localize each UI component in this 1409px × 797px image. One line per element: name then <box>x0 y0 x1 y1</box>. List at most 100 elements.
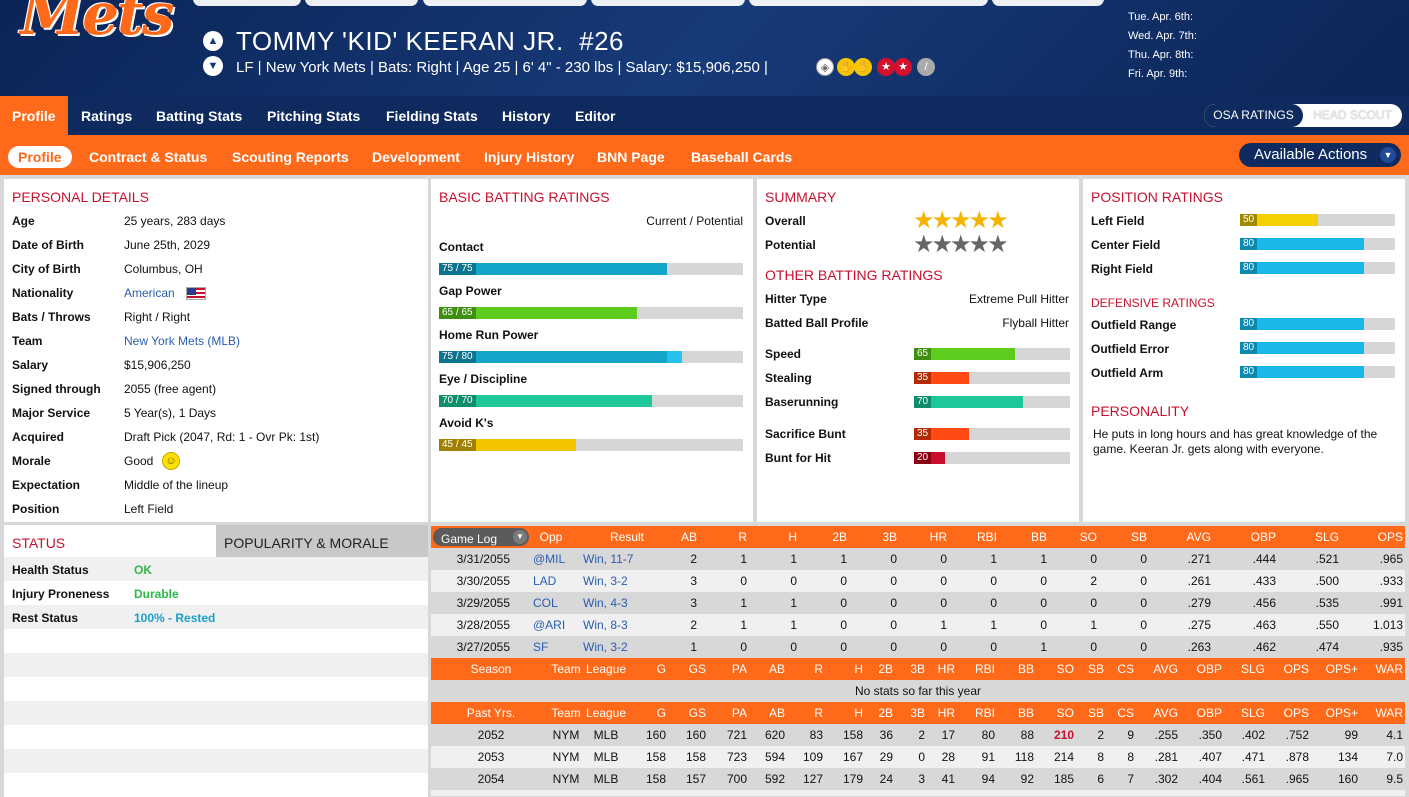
tab-fielding-stats[interactable]: Fielding Stats <box>386 108 478 124</box>
batting-rating-bar: 70 / 70 <box>439 395 743 407</box>
past-stats-row <box>431 790 1405 796</box>
past-stats-cell: 592 <box>764 772 785 786</box>
tab-history[interactable]: History <box>502 108 551 124</box>
game-log-cell: 0 <box>940 574 947 588</box>
batting-rating-label: Avoid K's <box>439 416 494 430</box>
osa-ratings-toggle[interactable]: OSA RATINGS <box>1204 104 1303 127</box>
subtab-baseball-cards[interactable]: Baseball Cards <box>691 149 793 165</box>
current-potential-label: Current / Potential <box>646 214 743 228</box>
subtab-profile[interactable]: Profile <box>8 146 72 168</box>
game-log-link[interactable]: SF <box>533 640 549 654</box>
past-stats-cell: 157 <box>685 772 706 786</box>
top-nav-pill[interactable] <box>992 0 1104 6</box>
game-log-cell: 0 <box>940 596 947 610</box>
past-stats-cell: 160 <box>1337 772 1358 786</box>
past-stats-cell: 210 <box>1053 728 1074 742</box>
defensive-ratings-title: DEFENSIVE RATINGS <box>1091 296 1215 310</box>
rating-bar-fill <box>1240 342 1364 354</box>
subtab-development[interactable]: Development <box>372 149 460 165</box>
other-rating-label: Batted Ball Profile <box>765 316 869 330</box>
top-nav-pill[interactable] <box>749 0 988 6</box>
rating-bar-fill <box>1240 366 1364 378</box>
game-log-link[interactable]: COL <box>533 596 558 610</box>
subtab-injury-history[interactable]: Injury History <box>484 149 575 165</box>
game-log-column-header: OPS <box>1377 530 1403 544</box>
detail-value[interactable]: New York Mets (MLB) <box>124 334 241 348</box>
past-stats-header: Past Yrs. Team League G GS PA AB R H 2B 3B HR RBI BB S… <box>431 702 1405 724</box>
position-label: Right Field <box>1091 262 1153 276</box>
rating-bar-value: 65 <box>914 348 932 360</box>
top-nav-pill[interactable] <box>305 0 418 6</box>
game-log-link[interactable]: Win, 4-3 <box>583 596 628 610</box>
past-stats-cell: .752 <box>1285 728 1309 742</box>
game-log-row: 3/28/2055 @ARI Win, 8-3 2 1 1 0 0 1 1 0 1 0 .275 .463.… <box>431 614 1405 636</box>
glove-badge-icon: ✋ <box>837 58 855 76</box>
tab-batting-stats[interactable]: Batting Stats <box>156 108 243 124</box>
past-stats-cell: 158 <box>645 772 666 786</box>
rating-bar-value: 45 / 45 <box>439 439 476 451</box>
rating-bar-fill <box>1240 318 1364 330</box>
position-label: Left Field <box>1091 214 1145 228</box>
past-stats-cell: 2052 <box>477 728 505 742</box>
game-log-header: Game Log ▼ Opp Result AB R H 2B 3B HR RBI BB SO SB AVG… <box>431 526 1405 548</box>
game-log-cell: 3 <box>690 574 697 588</box>
top-nav-pill[interactable] <box>423 0 587 6</box>
detail-value: 2055 (free agent) <box>124 382 217 396</box>
tab-pitching-stats[interactable]: Pitching Stats <box>267 108 361 124</box>
status-title[interactable]: STATUS <box>12 535 66 551</box>
top-nav-pill[interactable] <box>591 0 745 6</box>
game-log-link[interactable]: Win, 8-3 <box>583 618 628 632</box>
detail-label: Expectation <box>12 478 81 492</box>
available-actions-dropdown[interactable]: Available Actions ▼ <box>1239 143 1401 167</box>
stats-column-header: 3B <box>910 706 925 720</box>
past-stats-cell: .281 <box>1154 750 1178 764</box>
popularity-morale-tab[interactable] <box>216 525 428 557</box>
tab-editor[interactable]: Editor <box>575 108 616 124</box>
rating-bar-value: 70 / 70 <box>439 395 476 407</box>
game-log-link[interactable]: @ARI <box>533 618 566 632</box>
stats-column-header: OPS <box>1283 662 1309 676</box>
past-stats-cell: 28 <box>941 750 955 764</box>
game-log-select[interactable]: Game Log ▼ <box>433 528 529 546</box>
past-stats-cell: 160 <box>685 728 706 742</box>
position-rating-bar: 50 <box>1240 214 1395 226</box>
game-log-link[interactable]: Win, 3-2 <box>583 640 628 654</box>
game-log-cell: 1 <box>1040 552 1047 566</box>
personality-text: He puts in long hours and has great know… <box>1093 427 1378 456</box>
next-player-button[interactable]: ▼ <box>203 56 223 76</box>
rating-bar-value: 65 / 65 <box>439 307 476 319</box>
star-badge-icon: ★ <box>894 58 912 76</box>
previous-player-button[interactable]: ▲ <box>203 31 223 51</box>
game-log-column-header: HR <box>929 530 947 544</box>
game-log-link[interactable]: @MIL <box>533 552 566 566</box>
game-log-cell: .991 <box>1379 596 1403 610</box>
tab-ratings[interactable]: Ratings <box>81 108 133 124</box>
detail-value[interactable]: American <box>124 286 175 300</box>
other-rating-label: Speed <box>765 347 802 361</box>
past-stats-cell: 179 <box>842 772 863 786</box>
stats-column-header: Past Yrs. <box>466 706 516 720</box>
subtab-scouting-reports[interactable]: Scouting Reports <box>232 149 349 165</box>
game-log-cell: .261 <box>1187 574 1211 588</box>
detail-label: Salary <box>12 358 49 372</box>
game-log-column-header: Result <box>609 530 644 544</box>
game-log-link[interactable]: Win, 11-7 <box>583 552 634 566</box>
stats-column-header: GS <box>688 706 706 720</box>
chevron-down-icon: ▼ <box>1380 147 1396 163</box>
position-rating-bar: 80 <box>1240 262 1395 274</box>
subtab-contract-status[interactable]: Contract & Status <box>89 149 208 165</box>
past-stats-cell: 214 <box>1053 750 1074 764</box>
head-scout-toggle[interactable]: HEAD SCOUT <box>1313 108 1392 122</box>
game-date: 3/27/2055 <box>456 640 510 654</box>
game-log-cell: 0 <box>990 596 997 610</box>
game-log-column-header: RBI <box>976 530 997 544</box>
stats-column-header: PA <box>731 662 747 676</box>
top-nav-pill[interactable] <box>193 0 301 6</box>
tab-profile[interactable]: Profile <box>0 96 68 135</box>
game-log-cell: 0 <box>1040 618 1047 632</box>
game-log-link[interactable]: LAD <box>533 574 557 588</box>
subtab-bnn-page[interactable]: BNN Page <box>597 149 665 165</box>
stats-column-header: CS <box>1117 706 1134 720</box>
game-log-cell: 0 <box>790 640 797 654</box>
game-log-link[interactable]: Win, 3-2 <box>583 574 628 588</box>
